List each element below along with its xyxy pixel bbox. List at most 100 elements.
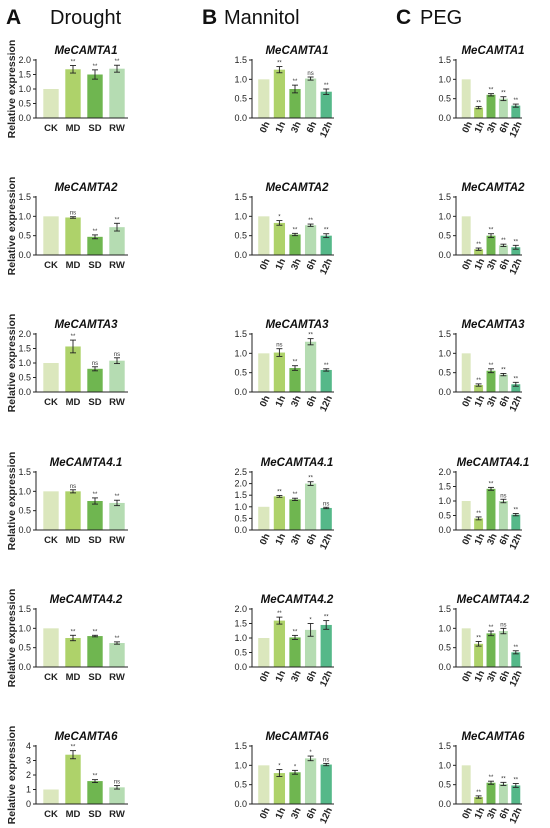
- x-tick-label: CK: [44, 672, 58, 683]
- bar-6h: [304, 225, 317, 255]
- bar-6h: [304, 483, 317, 530]
- y-tick-label: 0.0: [18, 662, 31, 672]
- significance-label: ns: [307, 71, 313, 77]
- bar-0h: [258, 765, 270, 804]
- chart-mecamta4-1-drought: MeCAMTA4.1 Relative expression 0.0 0.5 1.0 1.…: [6, 452, 128, 550]
- bar-0h: [461, 628, 471, 667]
- x-tick-label: 12h: [318, 257, 335, 277]
- y-tick-label: 2.0: [18, 55, 31, 65]
- y-tick-label: 0.5: [234, 231, 247, 241]
- bar-md: [65, 638, 81, 667]
- y-tick-label: 1.5: [438, 604, 451, 614]
- x-tick-label: MD: [66, 809, 81, 820]
- y-tick-label: 0.0: [234, 387, 247, 397]
- x-tick-label: 6h: [305, 257, 320, 272]
- x-tick-label: 0h: [258, 120, 273, 135]
- significance-label: **: [513, 778, 518, 784]
- significance-label: *: [278, 764, 281, 770]
- bar-sd: [87, 368, 103, 392]
- bar-0h: [258, 638, 270, 667]
- y-tick-label: 0.5: [234, 513, 247, 523]
- bar-1h: [273, 222, 286, 255]
- bar-12h: [320, 624, 332, 667]
- bar-0h: [461, 353, 471, 392]
- chart-title: MeCAMTA6: [461, 731, 525, 743]
- significance-label: ns: [323, 757, 329, 763]
- significance-label: **: [115, 636, 120, 642]
- x-tick-label: 1h: [473, 120, 488, 135]
- significance-label: **: [308, 476, 313, 482]
- significance-label: **: [115, 217, 120, 223]
- bar-1h: [474, 643, 484, 667]
- y-tick-label: 0.0: [438, 387, 451, 397]
- y-tick-label: 2.0: [18, 329, 31, 339]
- x-tick-label: 12h: [508, 806, 525, 826]
- y-tick-label: 1.5: [234, 55, 247, 65]
- x-tick-label: 12h: [318, 120, 335, 140]
- x-tick-label: 1h: [473, 394, 488, 409]
- bar-sd: [87, 236, 103, 255]
- y-tick-label: 0.5: [438, 231, 451, 241]
- x-tick-label: RW: [109, 397, 125, 408]
- bar-6h: [498, 374, 508, 392]
- y-tick-label: 1.5: [18, 344, 31, 354]
- panel-letter-b: B: [202, 6, 217, 29]
- y-axis-label: Relative expression: [6, 726, 18, 825]
- significance-label: **: [476, 100, 481, 106]
- x-tick-label: SD: [88, 535, 101, 546]
- chart-mecamta1-mannitol: MeCAMTA1 0.0 0.5 1.0 1.5 0h ** 1h ** 3h ns 6h ** 12h: [234, 45, 335, 140]
- y-tick-label: 0.0: [18, 525, 31, 535]
- bar-1h: [273, 620, 286, 667]
- bar-0h: [258, 506, 270, 530]
- bar-rw: [109, 787, 125, 804]
- bar-0h: [461, 501, 471, 530]
- bar-md: [65, 491, 81, 530]
- y-tick-label: 1: [26, 785, 31, 795]
- x-tick-label: 3h: [289, 120, 304, 135]
- bar-1h: [474, 107, 484, 118]
- y-tick-label: 1.0: [18, 84, 31, 94]
- chart-mecamta1-peg: MeCAMTA1 0.0 0.5 1.0 1.5 0h ** 1h ** 3h ** 6h ** 12h: [438, 45, 524, 140]
- x-tick-label: 1h: [473, 257, 488, 272]
- bar-12h: [320, 507, 332, 530]
- x-tick-label: 1h: [473, 669, 488, 684]
- chart-title: MeCAMTA2: [461, 182, 525, 194]
- x-tick-label: 0h: [460, 257, 475, 272]
- y-tick-label: 0.0: [234, 799, 247, 809]
- bar-0h: [258, 79, 270, 118]
- x-tick-label: CK: [44, 123, 58, 134]
- significance-label: **: [489, 363, 494, 369]
- y-tick-label: 0.0: [234, 250, 247, 260]
- significance-label: **: [71, 745, 76, 751]
- significance-label: **: [324, 363, 329, 369]
- significance-label: **: [476, 790, 481, 796]
- bar-rw: [109, 227, 125, 255]
- chart-title: MeCAMTA3: [265, 319, 329, 331]
- y-axis-label: Relative expression: [6, 314, 18, 413]
- significance-label: *: [278, 215, 281, 221]
- y-tick-label: 0.5: [18, 643, 31, 653]
- x-tick-label: 1h: [273, 394, 288, 409]
- y-tick-label: 1.5: [234, 192, 247, 202]
- y-tick-label: 2.5: [234, 467, 247, 477]
- x-tick-label: CK: [44, 397, 58, 408]
- y-tick-label: 1.0: [234, 633, 247, 643]
- significance-label: **: [293, 492, 298, 498]
- y-tick-label: 1.0: [234, 74, 247, 84]
- x-tick-label: 1h: [473, 806, 488, 821]
- y-tick-label: 1.5: [234, 329, 247, 339]
- x-tick-label: MD: [66, 535, 81, 546]
- significance-label: **: [513, 239, 518, 245]
- x-tick-label: 0h: [258, 394, 273, 409]
- chart-mecamta3-drought: MeCAMTA3 Relative expression 0.0 0.5 1.0 1.5 2…: [6, 314, 128, 413]
- bar-sd: [87, 781, 103, 804]
- y-tick-label: 2.0: [438, 467, 451, 477]
- bar-12h: [511, 785, 521, 804]
- bar-12h: [320, 369, 332, 392]
- significance-label: **: [293, 227, 298, 233]
- bar-1h: [474, 797, 484, 804]
- bar-ck: [43, 363, 59, 392]
- x-tick-label: 0h: [258, 532, 273, 547]
- y-axis-label: Relative expression: [6, 40, 18, 139]
- significance-label: *: [294, 764, 297, 770]
